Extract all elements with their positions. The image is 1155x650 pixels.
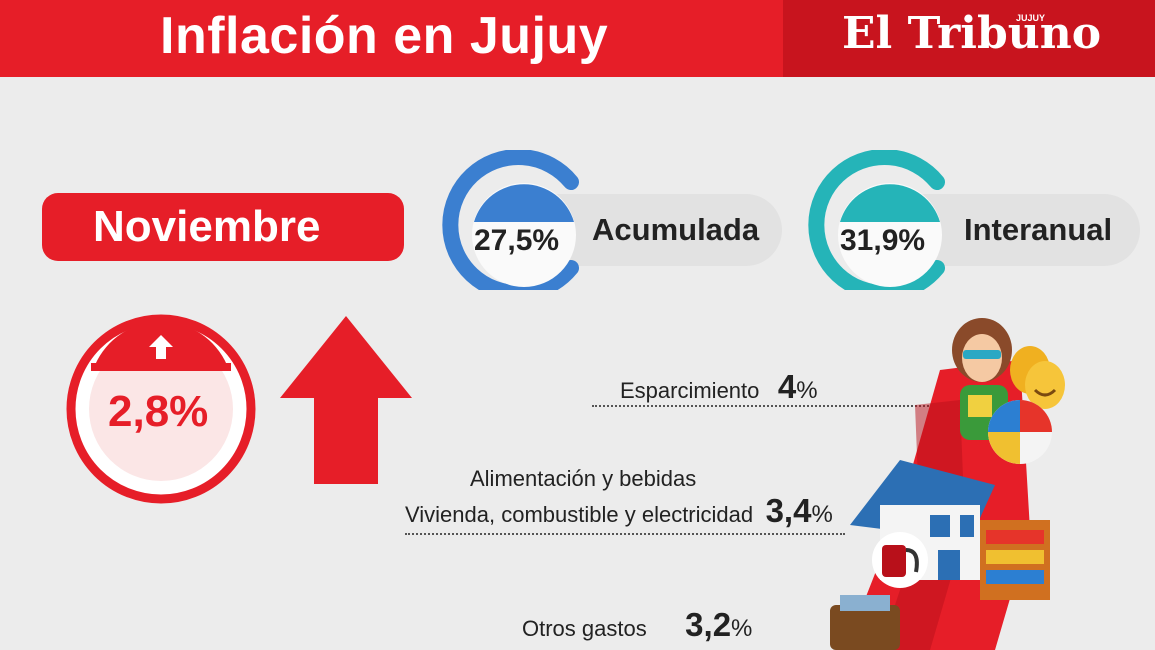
category-name: Otros gastos xyxy=(522,616,647,641)
accumulated-arc-icon xyxy=(442,150,579,290)
category-unit: % xyxy=(731,615,753,642)
illustration xyxy=(830,318,1065,650)
accumulated-gauge: 27,5% Acumulada xyxy=(426,150,786,290)
category-value: 3,4 xyxy=(765,492,812,529)
small-up-arrow-icon xyxy=(149,335,173,359)
page-title: Inflación en Jujuy xyxy=(160,7,609,65)
category-vivienda: Vivienda, combustible y electricidad 3,4… xyxy=(405,492,833,530)
category-name: Alimentación y bebidas xyxy=(470,466,697,491)
dotted-divider xyxy=(592,405,932,407)
brand-sub: JUJUY xyxy=(1016,13,1046,23)
category-name-2: Vivienda, combustible y electricidad xyxy=(405,502,754,527)
accumulated-label: Acumulada xyxy=(592,212,760,247)
category-unit: % xyxy=(796,377,818,404)
interannual-label: Interanual xyxy=(964,212,1113,247)
category-alimentacion: Alimentación y bebidas xyxy=(470,466,696,492)
category-unit: % xyxy=(811,501,833,528)
monthly-value: 2,8% xyxy=(108,387,209,436)
beach-ball-icon xyxy=(988,400,1052,464)
category-name: Esparcimiento xyxy=(620,378,760,403)
brand-box xyxy=(783,0,1155,77)
interannual-gauge: 31,9% Interanual xyxy=(792,150,1152,290)
interannual-value: 31,9% xyxy=(840,224,926,257)
theater-masks-icon xyxy=(1010,346,1065,409)
brand-logo: El Tribuno xyxy=(842,8,1102,59)
monthly-badge-icon xyxy=(66,314,256,504)
category-otros: Otros gastos 3,2% xyxy=(522,606,752,644)
wallet-icon xyxy=(830,595,900,650)
category-value: 3,2 xyxy=(685,606,732,643)
up-arrow-icon xyxy=(280,316,412,484)
category-value: 4 xyxy=(777,368,797,405)
header-bar: Inflación en Jujuy El Tribuno JUJUY xyxy=(0,0,1155,77)
gas-pump-icon xyxy=(872,532,928,588)
month-badge: Noviembre xyxy=(42,193,404,261)
category-esparcimiento: Esparcimiento 4% xyxy=(620,368,818,406)
dotted-divider xyxy=(405,533,845,535)
accumulated-value: 27,5% xyxy=(474,224,560,257)
interannual-arc-icon xyxy=(808,150,945,290)
store-shelf-icon xyxy=(980,520,1050,600)
person-3d-glasses-icon xyxy=(952,318,1012,440)
